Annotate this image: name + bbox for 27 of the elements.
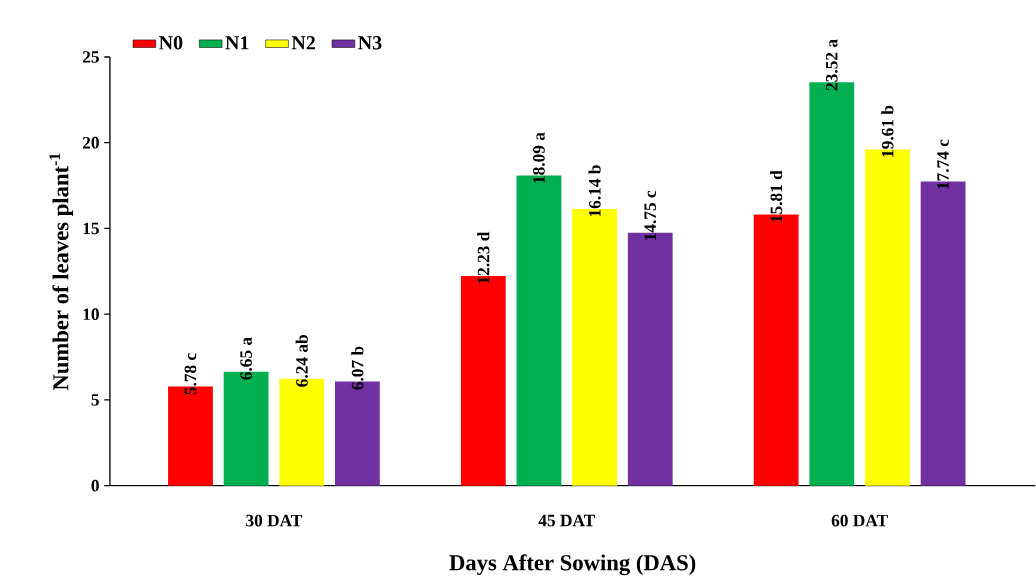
data-label: 6.07 b <box>351 346 364 390</box>
data-label: 14.75 c <box>644 190 657 241</box>
legend-label: N1 <box>225 36 249 50</box>
data-label: 19.61 b <box>881 105 894 157</box>
data-label: 15.81 d <box>770 170 783 222</box>
legend-label: N3 <box>358 36 382 50</box>
x-tick-label: 45 DAT <box>538 514 595 527</box>
data-label: 5.78 c <box>184 353 197 395</box>
y-tick-label: 10 <box>83 308 99 321</box>
y-tick-label: 0 <box>91 480 99 492</box>
legend-label: N0 <box>159 36 183 50</box>
y-tick-label: 20 <box>82 137 99 149</box>
y-tick-label: 15 <box>83 222 99 235</box>
data-label: 6.65 a <box>240 337 252 380</box>
y-axis-title: Number of leaves plant$^{-1}$ <box>49 153 74 391</box>
data-label: 17.74 c <box>937 139 949 189</box>
data-label: 16.14 b <box>588 165 601 217</box>
data-label: 18.09 a <box>533 132 545 183</box>
y-tick-label: 25 <box>82 51 99 63</box>
data-label: 23.52 a <box>825 39 838 91</box>
data-label: 12.23 d <box>477 232 490 284</box>
y-tick-label: 5 <box>91 394 99 406</box>
legend-label: N2 <box>291 36 315 50</box>
x-tick-label: 30 DAT <box>246 514 303 527</box>
x-axis-title: Days After Sowing (DAS) <box>449 554 696 576</box>
data-label: 6.24 ab <box>295 335 308 387</box>
x-tick-label: 60 DAT <box>831 514 888 527</box>
